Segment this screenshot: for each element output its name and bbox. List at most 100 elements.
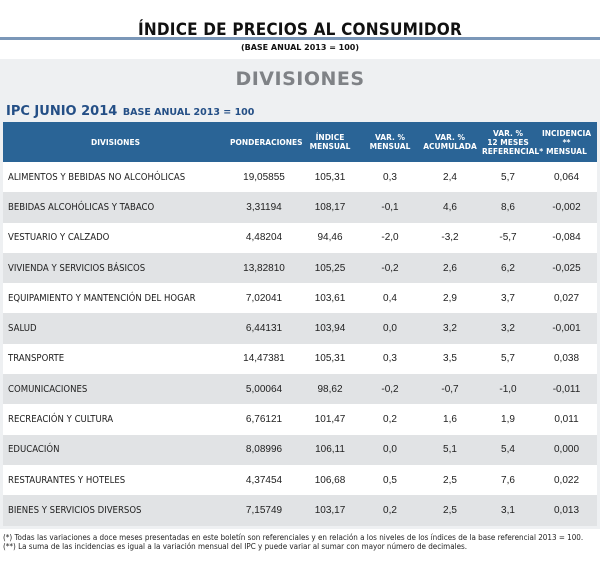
cell-var-acumulada: 1,6 <box>420 404 480 435</box>
cell-division: EQUIPAMIENTO Y MANTENCIÓN DEL HOGAR <box>3 283 228 314</box>
cell-var-12: 8,6 <box>480 192 536 223</box>
cell-var-acumulada: 5,1 <box>420 434 480 465</box>
cell-var-acumulada: 3,2 <box>420 313 480 344</box>
cell-var-acumulada: 2,5 <box>420 495 480 526</box>
cell-indice: 103,61 <box>300 283 360 314</box>
cell-ponderacion: 19,05855 <box>228 162 300 193</box>
cell-division: TRANSPORTE <box>3 343 228 375</box>
cell-var-acumulada: 2,6 <box>420 252 480 284</box>
table-title: IPC JUNIO 2014 BASE ANUAL 2013 = 100 <box>6 100 254 119</box>
cell-division: SALUD <box>3 313 228 344</box>
cell-division: COMUNICACIONES <box>3 374 228 405</box>
cell-incidencia: -0,011 <box>536 374 597 405</box>
cell-indice: 105,31 <box>300 162 360 193</box>
col-header-var-mensual: VAR. % MENSUAL <box>360 122 420 162</box>
table-row: VIVIENDA Y SERVICIOS BÁSICOS 13,82810 105,… <box>3 252 597 284</box>
cell-var-12: 5,7 <box>480 343 536 375</box>
cell-ponderacion: 14,47381 <box>228 343 300 375</box>
cell-ponderacion: 8,08996 <box>228 434 300 465</box>
cell-var-acumulada: 2,9 <box>420 283 480 314</box>
cell-var-12: -5,7 <box>480 222 536 253</box>
cell-ponderacion: 5,00064 <box>228 374 300 405</box>
table-row: VESTUARIO Y CALZADO 4,48204 94,46 -2,0 -3,2-… <box>3 222 597 253</box>
cell-incidencia: 0,013 <box>536 495 597 526</box>
cell-var-mensual: 0,5 <box>360 464 420 496</box>
cell-incidencia: 0,011 <box>536 404 597 435</box>
cell-var-mensual: -0,1 <box>360 192 420 223</box>
table-row: RECREACIÓN Y CULTURA 6,76121 101,47 0,2 1,6 1… <box>3 404 597 435</box>
table-row: BEBIDAS ALCOHÓLICAS Y TABACO 3,31194 108,1… <box>3 192 597 223</box>
col-header-ponderaciones: PONDERACIONES <box>228 122 303 162</box>
cell-var-mensual: -2,0 <box>360 222 420 253</box>
cell-ponderacion: 4,37454 <box>228 464 300 496</box>
cell-var-acumulada: 2,5 <box>420 464 480 496</box>
table-row: EDUCACIÓN 8,08996 106,11 0,0 5,1 5,4 0,000 <box>3 434 597 465</box>
cell-ponderacion: 4,48204 <box>228 222 300 253</box>
cell-indice: 103,17 <box>300 495 360 526</box>
cell-var-mensual: 0,3 <box>360 162 420 193</box>
cell-indice: 101,47 <box>300 404 360 435</box>
cell-division: BIENES Y SERVICIOS DIVERSOS <box>3 495 228 526</box>
cell-ponderacion: 6,44131 <box>228 313 300 344</box>
footnotes: (*) Todas las variaciones a doce meses p… <box>3 533 597 551</box>
cell-var-12: 5,4 <box>480 434 536 465</box>
cell-division: BEBIDAS ALCOHÓLICAS Y TABACO <box>3 192 228 223</box>
col-header-var-12-meses: VAR. % 12 MESES REFERENCIAL* <box>480 122 543 162</box>
section-title: DIVISIONES <box>235 68 365 90</box>
page-title: ÍNDICE DE PRECIOS AL CONSUMIDOR <box>138 20 462 40</box>
cell-incidencia: -0,002 <box>536 192 597 223</box>
cell-ponderacion: 7,15749 <box>228 495 300 526</box>
cell-var-12: 5,7 <box>480 162 536 193</box>
cell-indice: 108,17 <box>300 192 360 223</box>
cell-var-mensual: 0,3 <box>360 343 420 375</box>
cell-incidencia: 0,022 <box>536 464 597 496</box>
cell-var-12: 6,2 <box>480 252 536 284</box>
cell-incidencia: 0,027 <box>536 283 597 314</box>
col-header-var-acumulada: VAR. % ACUMULADA <box>420 122 480 162</box>
cell-indice: 94,46 <box>300 222 360 253</box>
cell-incidencia: -0,084 <box>536 222 597 253</box>
cell-indice: 103,94 <box>300 313 360 344</box>
col-header-incidencia: INCIDENCIA ** MENSUAL <box>536 122 597 162</box>
table-row: EQUIPAMIENTO Y MANTENCIÓN DEL HOGAR 7,020… <box>3 283 597 314</box>
cell-var-mensual: 0,2 <box>360 495 420 526</box>
cell-division: EDUCACIÓN <box>3 434 228 465</box>
table-row: ALIMENTOS Y BEBIDAS NO ALCOHÓLICAS 19,058… <box>3 162 597 193</box>
cell-var-acumulada: 4,6 <box>420 192 480 223</box>
cell-ponderacion: 7,02041 <box>228 283 300 314</box>
cell-ponderacion: 6,76121 <box>228 404 300 435</box>
cell-indice: 105,25 <box>300 252 360 284</box>
table-row: COMUNICACIONES 5,00064 98,62 -0,2 -0,7 -1,0 -0… <box>3 374 597 405</box>
cell-incidencia: 0,038 <box>536 343 597 375</box>
cell-indice: 106,68 <box>300 464 360 496</box>
cell-var-mensual: 0,2 <box>360 404 420 435</box>
ipc-table: DIVISIONES PONDERACIONES ÍNDICE MENSUAL V… <box>3 122 597 526</box>
footnote-2: (**) La suma de las incidencias es igual… <box>3 542 468 551</box>
cell-var-12: -1,0 <box>480 374 536 405</box>
cell-division: VESTUARIO Y CALZADO <box>3 222 228 253</box>
cell-var-mensual: -0,2 <box>360 252 420 284</box>
table-title-sub: BASE ANUAL 2013 = 100 <box>122 107 255 118</box>
cell-indice: 98,62 <box>300 374 360 405</box>
cell-var-12: 7,6 <box>480 464 536 496</box>
col-header-indice: ÍNDICE MENSUAL <box>300 122 360 162</box>
table-row: SALUD 6,44131 103,94 0,0 3,2 3,2 -0,001 <box>3 313 597 344</box>
cell-division: ALIMENTOS Y BEBIDAS NO ALCOHÓLICAS <box>3 162 228 193</box>
cell-incidencia: 0,000 <box>536 434 597 465</box>
table-title-main: IPC JUNIO 2014 <box>6 104 118 119</box>
col-header-divisiones: DIVISIONES <box>3 122 228 162</box>
cell-ponderacion: 3,31194 <box>228 192 300 223</box>
cell-var-12: 3,1 <box>480 495 536 526</box>
cell-division: VIVIENDA Y SERVICIOS BÁSICOS <box>3 252 228 284</box>
footnote-1: (*) Todas las variaciones a doce meses p… <box>3 533 584 542</box>
cell-var-mensual: 0,4 <box>360 283 420 314</box>
cell-incidencia: -0,025 <box>536 252 597 284</box>
page-subtitle: (BASE ANUAL 2013 = 100) <box>240 43 360 52</box>
cell-var-acumulada: -3,2 <box>420 222 480 253</box>
table-row: RESTAURANTES Y HOTELES 4,37454 106,68 0,5 2,… <box>3 464 597 496</box>
cell-indice: 106,11 <box>300 434 360 465</box>
cell-var-mensual: -0,2 <box>360 374 420 405</box>
table-header-row: DIVISIONES PONDERACIONES ÍNDICE MENSUAL V… <box>3 122 597 162</box>
cell-var-12: 1,9 <box>480 404 536 435</box>
cell-incidencia: -0,001 <box>536 313 597 344</box>
